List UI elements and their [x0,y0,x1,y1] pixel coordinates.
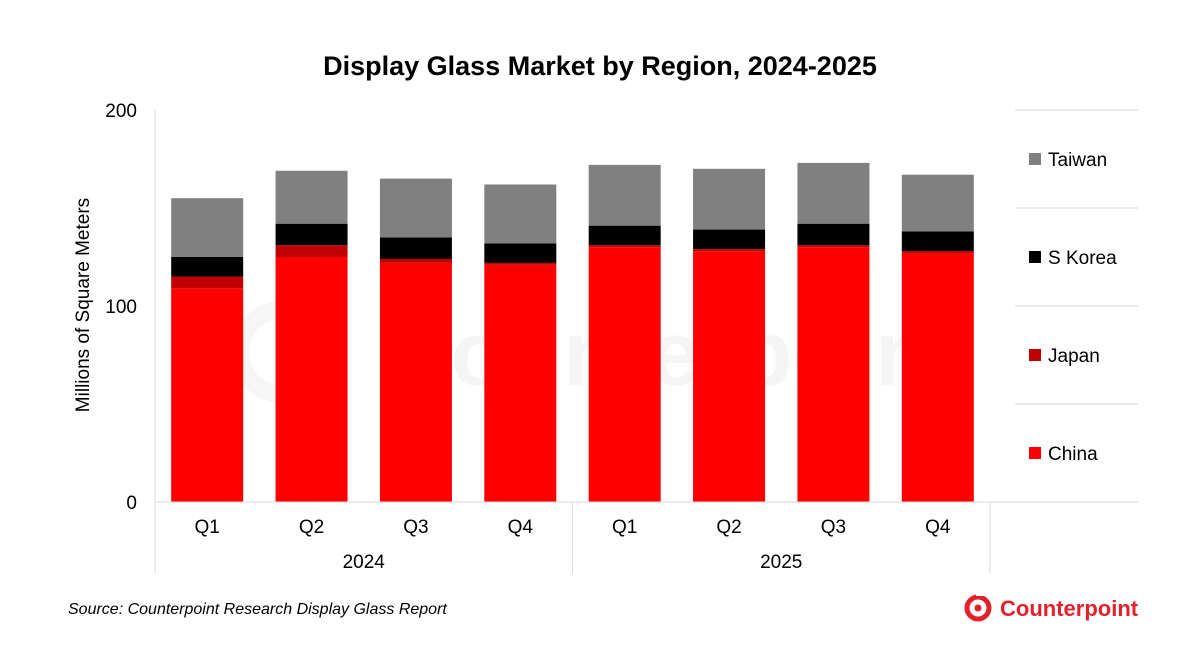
bar-segment-china [797,247,870,502]
legend-swatch-taiwan [1029,153,1041,165]
bar-segment-japan [901,251,974,254]
chart-title: Display Glass Market by Region, 2024-202… [323,51,877,81]
bar-segment-s-korea [693,229,766,250]
legend-swatch-japan [1029,349,1041,361]
bar-segment-china [484,264,557,502]
bar-segment-taiwan [171,198,244,257]
x-axis: Q1 Q2 Q3 Q4 Q1 Q2 Q3 Q4 2024 2025 [154,501,1138,573]
bar-segment-china [901,253,974,502]
bars [171,162,974,502]
brand-name: Counterpoint [1000,596,1139,621]
y-tick-label: 100 [105,297,137,318]
y-tick-label: 0 [126,493,137,514]
bar-segment-japan [797,245,870,248]
bar-segment-taiwan [901,174,974,232]
bar-segment-s-korea [484,243,557,263]
x-tick-label: Q2 [716,517,741,538]
source-note: Source: Counterpoint Research Display Gl… [68,601,447,618]
bar-segment-taiwan [588,164,661,226]
x-tick-label: Q2 [299,517,324,538]
bar-segment-taiwan [379,178,452,238]
x-tick-label: Q3 [403,517,428,538]
bar-segment-taiwan [484,184,557,244]
bar-segment-china [275,257,348,502]
bar-segment-s-korea [901,231,974,252]
x-tick-label: Q1 [612,517,637,538]
x-tick-label: Q3 [821,517,846,538]
counterpoint-logo-icon [964,590,992,622]
bar-segment-japan [693,249,766,252]
y-tick-label: 200 [105,101,137,122]
watermark-text: Counterpoint [384,303,961,405]
legend-label-taiwan: Taiwan [1048,150,1107,171]
legend-label-japan: Japan [1048,346,1100,367]
legend-swatch-china [1029,447,1041,459]
bar-segment-s-korea [588,225,661,246]
bar-segment-china [693,251,766,502]
x-tick-label: Q1 [195,517,220,538]
bar-segment-s-korea [379,237,452,259]
y-axis-label: Millions of Square Meters [73,198,94,412]
bar-segment-japan [171,276,244,289]
bar-segment-taiwan [797,162,870,224]
y-axis-ticks: 0 100 200 [105,101,156,514]
bar-segment-taiwan [275,170,348,224]
bar-segment-japan [588,245,661,248]
bar-segment-japan [379,258,452,263]
bar-segment-japan [275,245,348,257]
legend-swatch-s-korea [1029,251,1041,263]
bar-segment-china [588,247,661,502]
x-tick-label: Q4 [508,517,534,538]
bar-segment-china [379,262,452,502]
x-group-label: 2025 [760,552,802,573]
bar-segment-s-korea [171,257,244,277]
bar-segment-china [171,288,244,502]
x-group-label: 2024 [343,552,386,573]
brand-logo: Counterpoint [964,590,1139,622]
bar-segment-s-korea [275,223,348,246]
legend-label-china: China [1048,444,1098,465]
bar-segment-s-korea [797,223,870,246]
legend-label-s-korea: S Korea [1048,248,1117,269]
x-tick-label: Q4 [925,517,951,538]
legend: Taiwan S Korea Japan China [1015,109,1138,503]
bar-segment-japan [484,262,557,265]
bar-segment-taiwan [693,168,766,230]
